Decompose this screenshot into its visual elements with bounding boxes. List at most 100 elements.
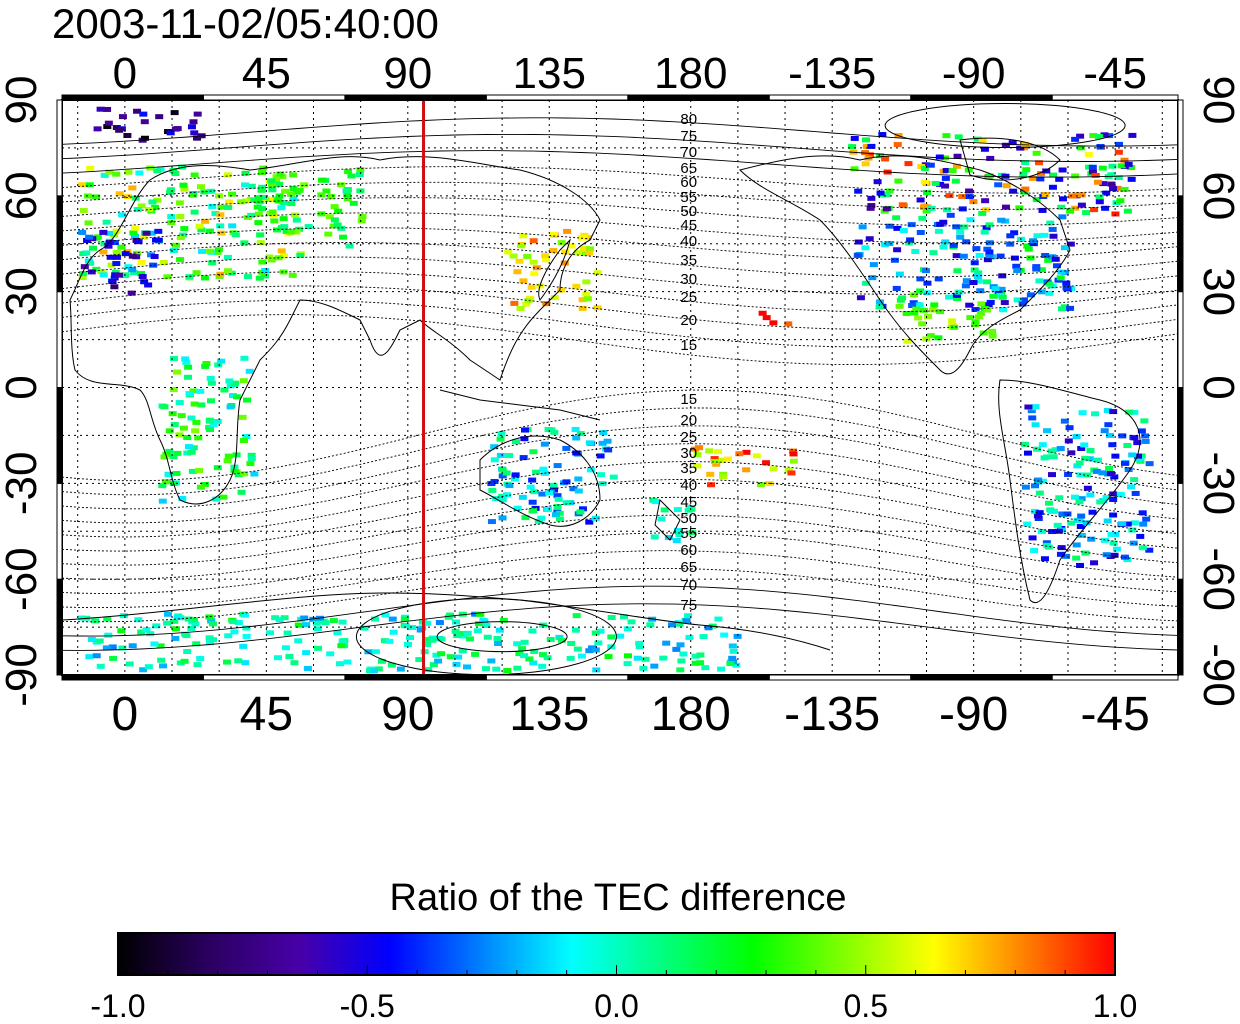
- tec-cell: [966, 217, 975, 223]
- tec-cell: [1043, 542, 1052, 548]
- tec-cell: [936, 181, 945, 187]
- tec-cell: [616, 633, 625, 639]
- tec-cell: [193, 662, 202, 668]
- tec-cell: [493, 635, 502, 641]
- tec-cell: [244, 274, 253, 280]
- tec-cell: [242, 625, 251, 631]
- tec-cell: [314, 645, 323, 651]
- lat-tick-label-right: 30: [1194, 267, 1240, 316]
- tec-cell: [124, 194, 133, 200]
- tec-cell: [672, 646, 681, 652]
- colorbar-tick-label: 1.0: [1093, 988, 1137, 1024]
- tec-cell: [970, 260, 979, 266]
- tec-cell: [876, 153, 885, 159]
- tec-cell: [128, 267, 137, 273]
- tec-cell: [471, 611, 480, 617]
- tec-cell: [934, 335, 943, 341]
- tec-cell: [1145, 547, 1154, 553]
- tec-cell: [538, 491, 547, 497]
- tec-cell: [673, 507, 682, 513]
- frame-bar-bottom: [485, 674, 629, 681]
- tec-cell: [172, 242, 181, 248]
- tec-cell: [596, 472, 605, 478]
- tec-cell: [78, 275, 87, 281]
- tec-cell: [623, 653, 632, 659]
- lon-tick-label-bottom: 45: [240, 688, 293, 741]
- tec-cell: [1090, 207, 1099, 213]
- tec-cell: [231, 232, 240, 238]
- tec-cell: [677, 658, 686, 664]
- tec-cell: [245, 368, 254, 374]
- tec-cell: [978, 210, 987, 216]
- tec-cell: [175, 432, 184, 438]
- tec-cell: [329, 223, 338, 229]
- tec-cell: [1110, 474, 1119, 480]
- frame-bar-bottom: [344, 674, 487, 681]
- lat-tick-label-left: 30: [0, 267, 46, 316]
- tec-cell: [109, 655, 118, 661]
- tec-cell: [381, 612, 390, 618]
- tec-cell: [571, 426, 580, 432]
- tec-cell: [1034, 160, 1043, 166]
- tec-cell: [513, 641, 522, 647]
- tec-cell: [481, 666, 490, 672]
- tec-cell: [415, 657, 424, 663]
- tec-cell: [272, 174, 281, 180]
- tec-cell: [112, 249, 121, 255]
- tec-cell: [1133, 440, 1142, 446]
- tec-cell: [515, 651, 524, 657]
- tec-cell: [217, 204, 226, 210]
- tec-cell: [1120, 460, 1129, 466]
- tec-cell: [1030, 548, 1039, 554]
- tec-cell: [1108, 163, 1117, 169]
- tec-cell: [513, 505, 522, 511]
- tec-cell: [156, 643, 165, 649]
- contour-label: 45: [680, 217, 697, 234]
- tec-cell: [154, 228, 163, 234]
- tec-cell: [585, 648, 594, 654]
- tec-cell: [707, 482, 716, 488]
- tec-cell: [591, 630, 600, 636]
- tec-cell: [193, 111, 202, 117]
- tec-cell: [240, 355, 249, 361]
- tec-cell: [160, 404, 169, 410]
- tec-cell: [952, 253, 961, 259]
- tec-cell: [1138, 545, 1147, 551]
- tec-cell: [480, 618, 489, 624]
- tec-cell: [861, 245, 870, 251]
- tec-cell: [304, 224, 313, 230]
- tec-cell: [343, 659, 352, 665]
- tec-cell: [858, 224, 867, 230]
- tec-cell: [345, 243, 354, 249]
- tec-cell: [762, 315, 771, 321]
- tec-cell: [138, 273, 147, 279]
- tec-cell: [106, 254, 115, 260]
- tec-cell: [79, 271, 88, 277]
- tec-cell: [288, 272, 297, 278]
- tec-cell: [599, 430, 608, 436]
- tec-cell: [1139, 521, 1148, 527]
- tec-cell: [241, 182, 250, 188]
- tec-cell: [1127, 176, 1136, 182]
- tec-cell: [389, 629, 398, 635]
- frame-bar-left: [56, 578, 63, 676]
- tec-cell: [159, 259, 168, 265]
- tec-cell: [1032, 266, 1041, 272]
- tec-cell: [1035, 278, 1044, 284]
- tec-cell: [99, 249, 108, 255]
- tec-cell: [517, 243, 526, 249]
- tec-cell: [140, 119, 149, 125]
- tec-cell: [1076, 523, 1085, 529]
- tec-cell: [524, 298, 533, 304]
- tec-cell: [586, 246, 595, 252]
- tec-cell: [112, 254, 121, 260]
- tec-cell: [551, 512, 560, 518]
- tec-cell: [279, 216, 288, 222]
- tec-cell: [317, 192, 326, 198]
- tec-cell: [213, 418, 222, 424]
- tec-cell: [1042, 540, 1051, 546]
- tec-cell: [607, 615, 616, 621]
- tec-cell: [232, 394, 241, 400]
- tec-cell: [912, 306, 921, 312]
- tec-cell: [487, 519, 496, 525]
